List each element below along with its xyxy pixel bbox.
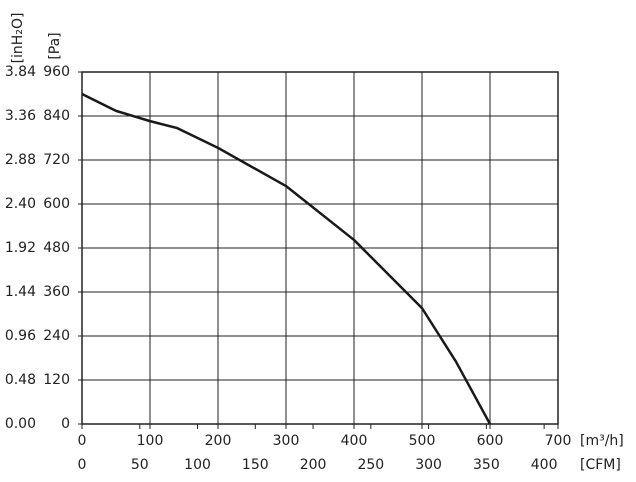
y2-tick-label: 0.48 [5, 372, 36, 388]
y-tick-label: 0 [61, 416, 70, 432]
plot-frame [81, 71, 559, 425]
y2-tick-label: 2.88 [5, 152, 36, 168]
x-tick-label: 500 [409, 433, 436, 449]
y2-tick-label: 2.40 [5, 196, 36, 212]
y-tick-label: 840 [43, 108, 70, 124]
x2-tick-label: 200 [300, 457, 327, 473]
y-tick-label: 480 [43, 240, 70, 256]
y-tick-label: 360 [43, 284, 70, 300]
x2-tick-label: 300 [415, 457, 442, 473]
x-tick-label: 100 [137, 433, 164, 449]
x-tick-label: 400 [341, 433, 368, 449]
x-tick-label: 0 [78, 433, 87, 449]
y-tick-label: 600 [43, 196, 70, 212]
x2-axis-label: [CFM] [580, 457, 621, 473]
x-tick-label: 700 [545, 433, 572, 449]
y-axis-label: [Pa] [47, 32, 63, 59]
x2-tick-label: 400 [531, 457, 558, 473]
curve [81, 92, 492, 425]
y-tick-label: 120 [43, 372, 70, 388]
x2-tick-label: 50 [131, 457, 149, 473]
y2-axis-label: [inH₂O] [10, 13, 26, 64]
y2-tick-label: 0.96 [5, 328, 36, 344]
x2-tick-label: 350 [473, 457, 500, 473]
x-axis-label: [m³/h] [580, 433, 624, 449]
x-tick-label: 600 [477, 433, 504, 449]
y2-tick-label: 3.84 [5, 64, 36, 80]
x2-tick-label: 0 [78, 457, 87, 473]
y-tick-label: 240 [43, 328, 70, 344]
y-tick-label: 960 [43, 64, 70, 80]
x2-tick-label: 250 [357, 457, 384, 473]
y-tick-label: 720 [43, 152, 70, 168]
y2-tick-label: 1.44 [5, 284, 36, 300]
x-tick-label: 300 [273, 433, 300, 449]
x-tick-label: 200 [205, 433, 232, 449]
x2-tick-label: 100 [184, 457, 211, 473]
y2-tick-label: 1.92 [5, 240, 36, 256]
y2-tick-label: 0.00 [5, 416, 36, 432]
y2-tick-label: 3.36 [5, 108, 36, 124]
x2-tick-label: 150 [242, 457, 269, 473]
